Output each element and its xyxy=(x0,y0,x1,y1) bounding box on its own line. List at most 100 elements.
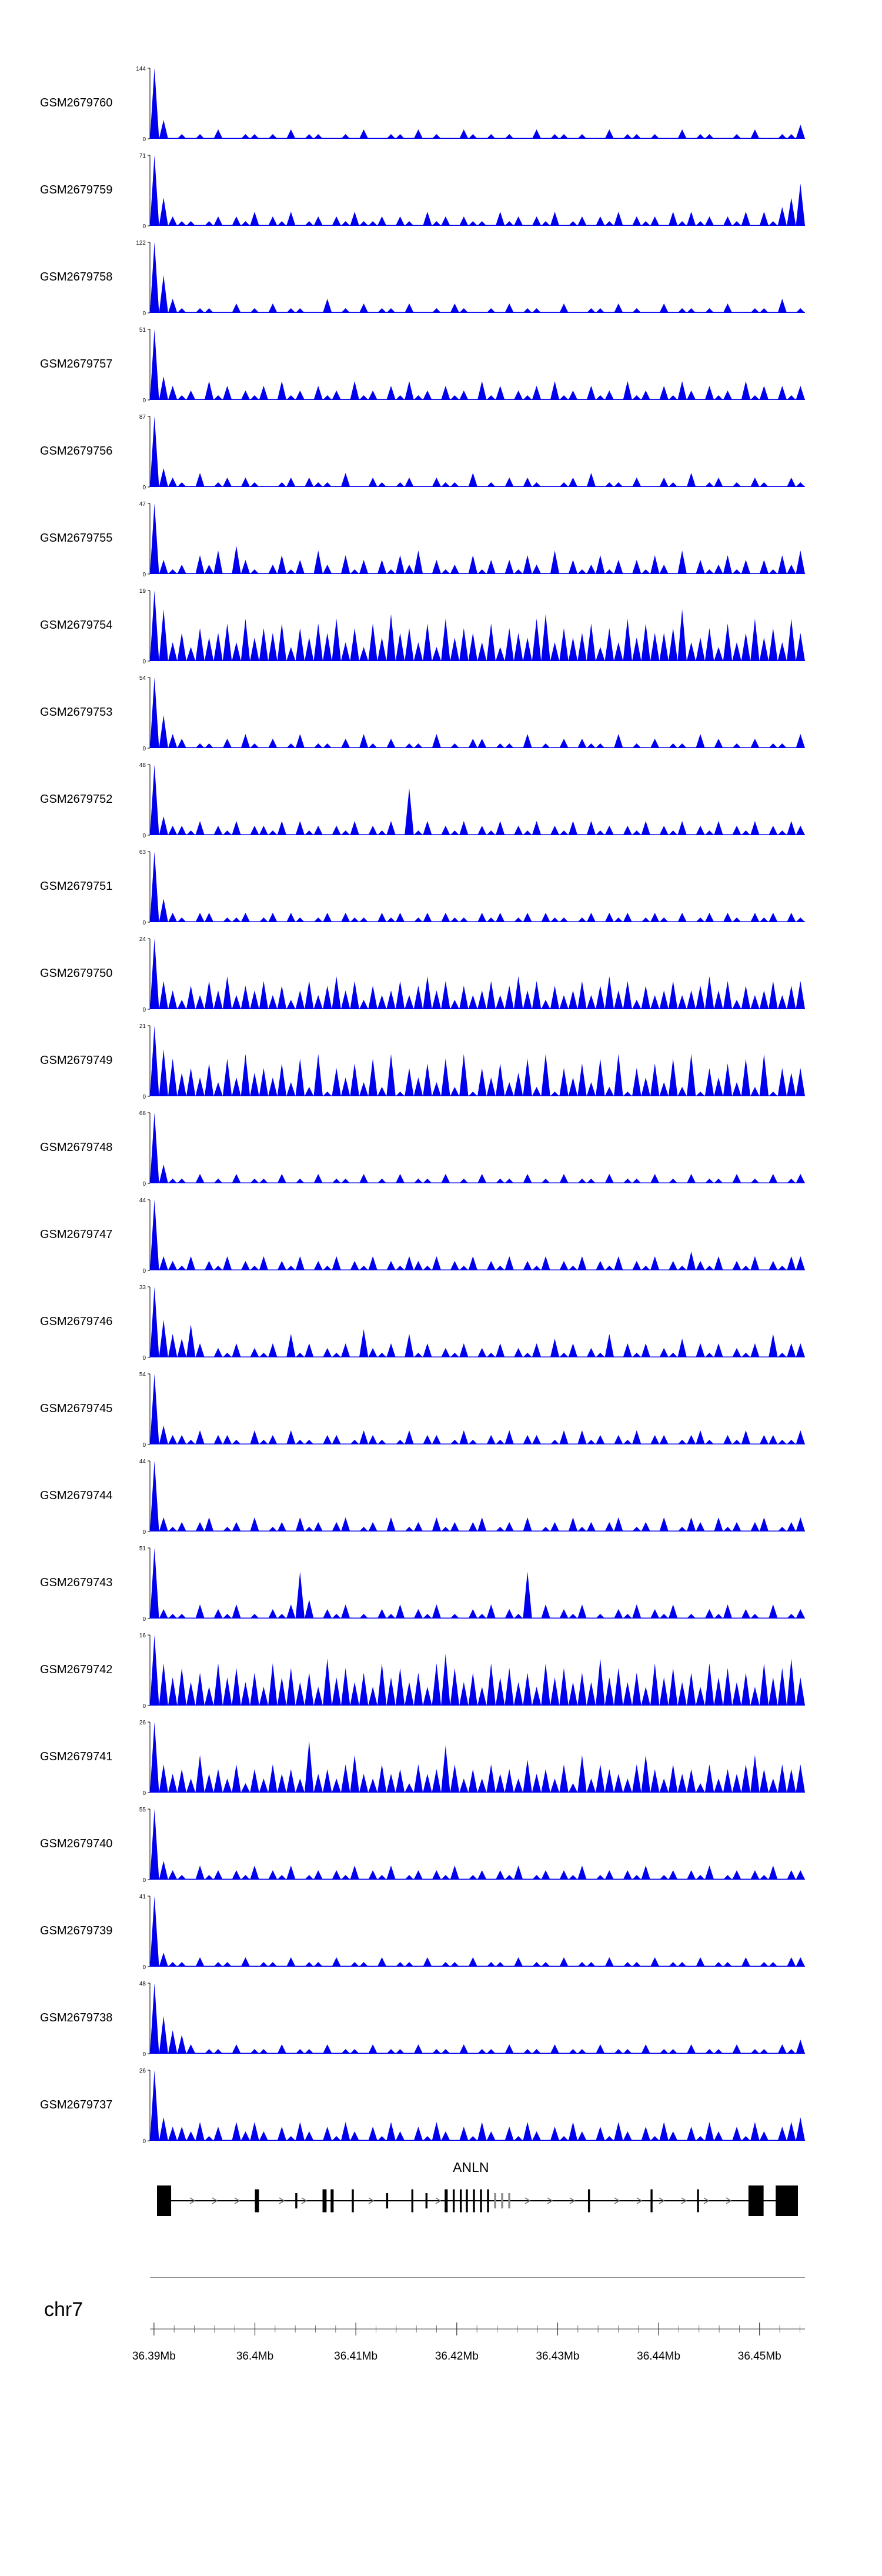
y-axis-max-label: 19 xyxy=(139,588,146,595)
coverage-track: GSM2679759 71 0 xyxy=(0,148,882,235)
strand-arrow-icon xyxy=(435,2197,442,2204)
coverage-baseline xyxy=(150,1095,805,1096)
y-axis-max-label: 47 xyxy=(139,501,146,508)
y-axis-max-label: 21 xyxy=(139,1023,146,1030)
coverage-baseline xyxy=(150,1704,805,1706)
coverage-area xyxy=(150,416,805,487)
axis-tick-label: 36.4Mb xyxy=(236,2350,273,2363)
strand-arrow-icon xyxy=(703,2197,710,2204)
coverage-plot: 44 0 xyxy=(139,1459,805,1536)
coverage-baseline xyxy=(150,138,805,139)
y-axis-max-label: 63 xyxy=(139,849,146,856)
coverage-baseline xyxy=(150,225,805,226)
coverage-area xyxy=(150,1896,805,1967)
y-axis-max-label: 66 xyxy=(139,1110,146,1117)
coverage-area xyxy=(150,765,805,835)
coverage-baseline xyxy=(150,1182,805,1183)
sample-label: GSM2679750 xyxy=(40,967,113,980)
coverage-baseline xyxy=(150,2053,805,2054)
coverage-baseline xyxy=(150,312,805,313)
strand-arrow-icon xyxy=(279,2197,285,2204)
coverage-plot: 71 0 xyxy=(139,153,805,230)
y-axis-zero-label: 0 xyxy=(142,1964,146,1971)
exon-box xyxy=(255,2189,259,2213)
y-axis-zero-label: 0 xyxy=(142,2051,146,2058)
coverage-area xyxy=(150,1635,805,1706)
strand-arrow-icon xyxy=(234,2197,240,2204)
coverage-area xyxy=(150,1113,805,1183)
coverage-baseline xyxy=(150,747,805,748)
coverage-track: GSM2679743 51 0 xyxy=(0,1541,882,1628)
sample-label: GSM2679738 xyxy=(40,2011,113,2024)
exon-box xyxy=(501,2193,503,2208)
y-axis-zero-label: 0 xyxy=(142,1877,146,1884)
exon-box xyxy=(411,2189,414,2213)
coverage-baseline xyxy=(150,1791,805,1793)
coverage-track: GSM2679738 48 0 xyxy=(0,1976,882,2063)
coverage-track: GSM2679757 51 0 xyxy=(0,322,882,409)
y-axis-max-label: 26 xyxy=(139,2068,146,2074)
exon-box xyxy=(494,2193,496,2208)
coverage-track: GSM2679744 44 0 xyxy=(0,1454,882,1541)
coverage-track: GSM2679749 21 0 xyxy=(0,1019,882,1106)
coverage-plot: 66 0 xyxy=(139,1110,805,1187)
gene-name-label: ANLN xyxy=(453,2160,489,2175)
coverage-baseline xyxy=(150,834,805,835)
sample-label: GSM2679758 xyxy=(40,271,113,283)
y-axis-zero-label: 0 xyxy=(142,1268,146,1274)
coverage-baseline xyxy=(150,399,805,400)
y-axis-max-label: 122 xyxy=(136,240,146,246)
coverage-plot: 44 0 xyxy=(139,1197,805,1274)
coverage-plot: 48 0 xyxy=(139,762,805,839)
coverage-baseline xyxy=(150,573,805,574)
strand-arrow-icon xyxy=(614,2197,620,2204)
coverage-area xyxy=(150,939,805,1009)
coverage-baseline xyxy=(150,1530,805,1531)
sample-label: GSM2679754 xyxy=(40,619,113,632)
y-axis-zero-label: 0 xyxy=(142,223,146,230)
coverage-area xyxy=(150,68,805,139)
exon-box xyxy=(466,2189,468,2213)
coverage-plot: 33 0 xyxy=(139,1284,805,1362)
coverage-plot: 122 0 xyxy=(136,240,805,317)
y-axis-max-label: 26 xyxy=(139,1720,146,1726)
y-axis-zero-label: 0 xyxy=(142,1442,146,1449)
coverage-plot: 48 0 xyxy=(139,1981,805,2058)
y-axis-zero-label: 0 xyxy=(142,1790,146,1797)
y-axis-zero-label: 0 xyxy=(142,1355,146,1362)
strand-arrow-icon xyxy=(212,2197,218,2204)
exon-box xyxy=(425,2193,428,2208)
coverage-track: GSM2679756 87 0 xyxy=(0,409,882,496)
exon-box xyxy=(587,2189,590,2213)
coverage-baseline xyxy=(150,921,805,922)
coverage-baseline xyxy=(150,486,805,487)
y-axis-zero-label: 0 xyxy=(142,485,146,491)
strand-arrow-icon xyxy=(636,2197,643,2204)
coverage-area xyxy=(150,1026,805,1096)
y-axis-zero-label: 0 xyxy=(142,659,146,665)
sample-label: GSM2679742 xyxy=(40,1663,113,1676)
coverage-baseline xyxy=(150,1443,805,1444)
coverage-plot: 19 0 xyxy=(139,588,805,665)
coverage-track: GSM2679752 48 0 xyxy=(0,758,882,845)
coverage-track: GSM2679758 122 0 xyxy=(0,235,882,322)
y-axis-max-label: 48 xyxy=(139,1981,146,1987)
sample-label: GSM2679760 xyxy=(40,96,113,109)
y-axis-zero-label: 0 xyxy=(142,311,146,317)
coverage-plot: 24 0 xyxy=(139,936,805,1013)
axis-tick-label: 36.39Mb xyxy=(132,2350,176,2363)
coverage-area xyxy=(150,1548,805,1619)
coverage-plot: 55 0 xyxy=(139,1807,805,1884)
genome-axis-ruler: 36.39Mb 36.4Mb 36.41Mb 36.42Mb 36.43Mb 36.44M… xyxy=(132,2323,805,2363)
strand-arrow-icon xyxy=(726,2197,732,2204)
coverage-plot: 41 0 xyxy=(139,1894,805,1971)
exon-box xyxy=(480,2189,482,2213)
y-axis-zero-label: 0 xyxy=(142,572,146,578)
sample-label: GSM2679752 xyxy=(40,793,113,806)
coverage-area xyxy=(150,1809,805,1880)
exon-box xyxy=(445,2189,448,2213)
coverage-baseline xyxy=(150,660,805,661)
coverage-baseline xyxy=(150,1356,805,1357)
exon-box xyxy=(697,2189,699,2213)
